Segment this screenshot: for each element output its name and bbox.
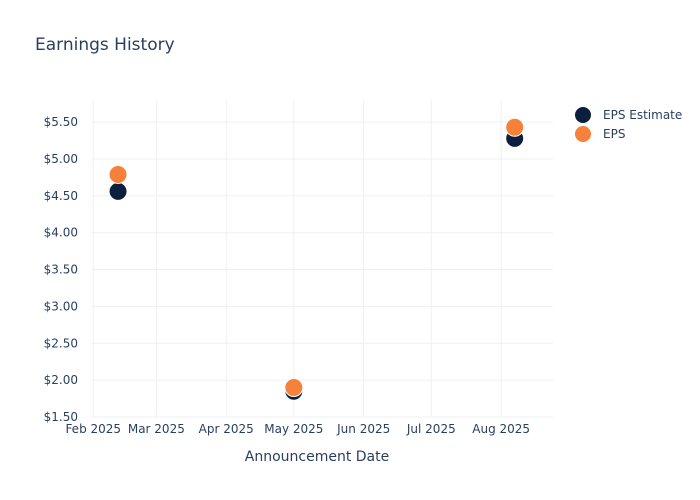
- eps-point[interactable]: [505, 117, 525, 137]
- legend-marker: [575, 126, 591, 142]
- y-tick-label: $3.50: [44, 263, 78, 277]
- legend-item[interactable]: EPS: [575, 126, 625, 142]
- x-tick-label: Apr 2025: [199, 422, 254, 436]
- legend-label: EPS Estimate: [603, 108, 682, 122]
- eps-point[interactable]: [108, 164, 128, 184]
- chart-title: Earnings History: [35, 35, 175, 55]
- y-tick-label: $4.50: [44, 189, 78, 203]
- data-points: [108, 117, 525, 401]
- grid: [91, 100, 553, 418]
- y-tick-label: $3.00: [44, 299, 78, 313]
- y-tick-label: $1.50: [44, 410, 78, 424]
- eps-estimate-point[interactable]: [108, 181, 128, 201]
- x-tick-label: Mar 2025: [128, 422, 185, 436]
- x-tick-label: Jul 2025: [406, 422, 456, 436]
- x-tick-label: May 2025: [264, 422, 323, 436]
- y-tick-label: $2.00: [44, 373, 78, 387]
- x-axis-label: Announcement Date: [245, 449, 389, 465]
- legend[interactable]: EPS Estimate EPS: [575, 107, 682, 142]
- y-tick-label: $4.00: [44, 226, 78, 240]
- x-tick-label: Jun 2025: [336, 422, 390, 436]
- legend-marker: [575, 107, 591, 123]
- legend-label: EPS: [603, 127, 625, 141]
- y-tick-label: $5.00: [44, 152, 78, 166]
- x-tick-label: Feb 2025: [65, 422, 121, 436]
- x-axis-ticks: Feb 2025 Mar 2025 Apr 2025 May 2025 Jun 2025…: [65, 422, 530, 436]
- x-tick-label: Aug 2025: [472, 422, 530, 436]
- y-tick-label: $5.50: [44, 115, 78, 129]
- y-axis-ticks: $1.50 $2.00 $2.50 $3.00 $3.50 $4.00 $4.50 $5.00…: [44, 115, 78, 424]
- legend-item[interactable]: EPS Estimate: [575, 107, 682, 123]
- y-tick-label: $2.50: [44, 336, 78, 350]
- eps-point[interactable]: [284, 378, 304, 398]
